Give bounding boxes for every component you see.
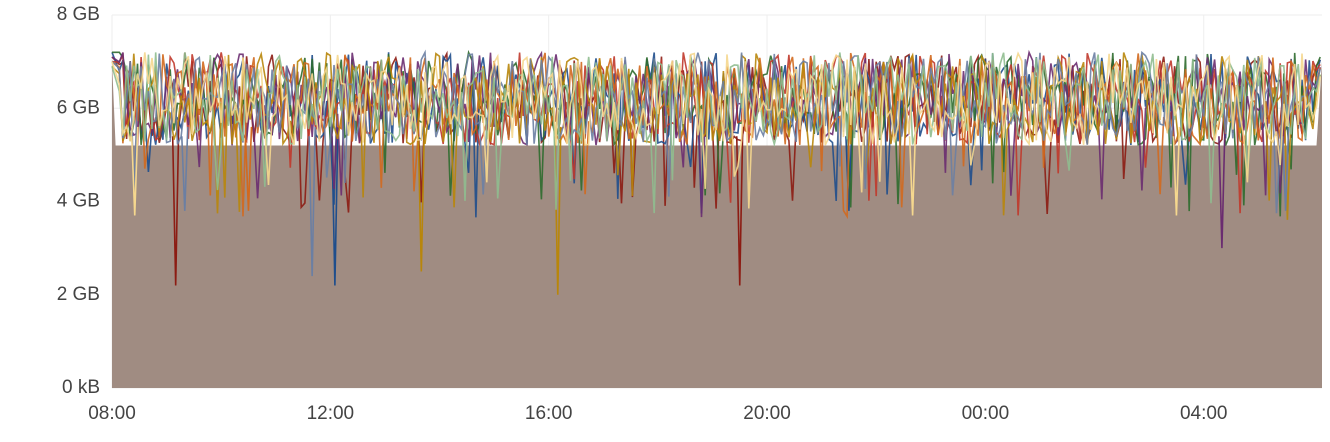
- series-dip-7-2: [180, 126, 189, 211]
- x-tick-label: 00:00: [962, 403, 1010, 424]
- series-dip-9-23: [1172, 126, 1181, 216]
- series-dip-4-22: [1218, 126, 1226, 249]
- y-tick-label: 0 kB: [62, 377, 100, 398]
- x-axis: 08:00 12:00 16:00 20:00 00:00 04:00: [88, 403, 1227, 424]
- x-tick-label: 08:00: [88, 403, 136, 424]
- series-dip-6-6: [417, 126, 426, 272]
- series-dip-9-2: [130, 126, 139, 216]
- series-dip-1-6: [331, 126, 339, 286]
- series-dip-7-5: [308, 126, 316, 277]
- series-dip-0-3: [171, 126, 180, 286]
- series-dip-1-16: [845, 126, 853, 211]
- series-dip-5-3: [244, 126, 253, 211]
- y-axis: 0 kB 2 GB 4 GB 6 GB 8 GB: [57, 4, 100, 398]
- x-tick-label: 12:00: [307, 403, 355, 424]
- y-tick-label: 4 GB: [57, 191, 100, 212]
- series-lines: [111, 49, 1321, 295]
- x-tick-label: 04:00: [1180, 403, 1228, 424]
- y-tick-label: 2 GB: [57, 284, 100, 305]
- y-tick-label: 8 GB: [57, 4, 100, 25]
- series-dip-7-24: [1281, 126, 1290, 211]
- series-dip-9-17: [908, 126, 917, 216]
- x-tick-label: 16:00: [525, 403, 573, 424]
- y-tick-label: 6 GB: [57, 97, 100, 118]
- series-line-9: [111, 51, 1321, 209]
- series-dip-0-14: [735, 126, 744, 286]
- x-tick-label: 20:00: [743, 403, 791, 424]
